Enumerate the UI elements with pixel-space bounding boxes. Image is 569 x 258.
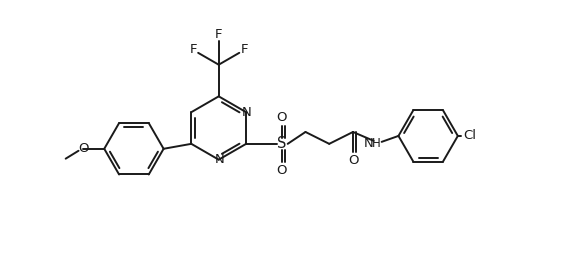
Text: F: F <box>189 43 197 56</box>
Text: S: S <box>277 136 286 151</box>
Text: F: F <box>215 28 222 41</box>
Text: N: N <box>242 106 252 119</box>
Text: N: N <box>215 153 225 166</box>
Text: N: N <box>364 137 374 150</box>
Text: Cl: Cl <box>463 130 476 142</box>
Text: O: O <box>78 142 89 155</box>
Text: O: O <box>277 111 287 124</box>
Text: O: O <box>349 154 359 167</box>
Text: O: O <box>277 164 287 177</box>
Text: H: H <box>372 137 381 150</box>
Text: F: F <box>241 43 248 56</box>
